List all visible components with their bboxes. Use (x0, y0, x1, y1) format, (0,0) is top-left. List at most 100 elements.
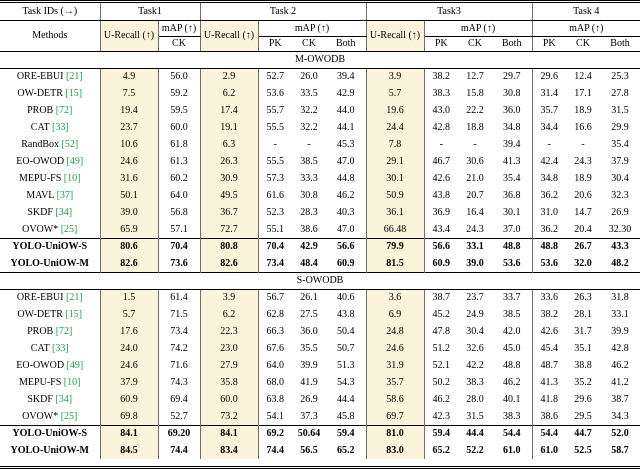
value-cell: 41.8 (540, 394, 559, 405)
value-cell: - (273, 139, 277, 150)
table-body: M-OWODB ORE-EBUI [21] 4.9 56.0 2.9 52.7 26.0 39… (0, 50, 640, 459)
section-row: S-OWODB (0, 271, 640, 290)
value-cell: 39.4 (326, 68, 367, 85)
table-row: ORE-EBUI [21] 1.5 61.4 3.9 56.7 26.1 40.6 3.6 38… (0, 289, 640, 306)
value-cell: 51.2 (432, 343, 451, 354)
value-cell: 38.8 (574, 360, 592, 371)
value-cell: 32.2 (300, 122, 318, 133)
value-cell: 57.1 (158, 221, 201, 238)
value-cell: 38.5 (492, 306, 533, 323)
citation-link[interactable]: [10] (61, 173, 81, 184)
citation-link[interactable]: [49] (64, 360, 84, 371)
value-cell: 46.2 (611, 360, 629, 371)
header-pk-task2: PK (258, 36, 292, 52)
table-row: CAT [33] 24.0 74.2 23.0 67.6 35.5 50.7 24.6 51.2… (0, 340, 640, 357)
value-cell: 46.2 (432, 394, 451, 405)
value-cell: 7.5 (100, 85, 159, 102)
value-cell: 36.9 (432, 207, 451, 218)
citation-link[interactable]: [34] (52, 394, 73, 405)
table-row: PROB [72] 17.6 73.4 22.3 66.3 36.0 50.4 24.8 47.… (0, 323, 640, 340)
value-cell: 27.8 (611, 88, 629, 99)
value-cell: 81.0 (366, 424, 425, 442)
value-cell: 30.8 (300, 190, 318, 201)
value-cell: 29.6 (574, 394, 592, 405)
method-name: YOLO-UniOW-S (12, 428, 88, 440)
value-cell: 69.2 (258, 424, 292, 442)
value-cell: 84.5 (100, 442, 159, 459)
value-cell: 52.7 (266, 71, 285, 83)
value-cell: 42.2 (466, 360, 484, 371)
value-cell: 32.3 (611, 190, 629, 201)
value-cell: 56.0 (158, 68, 201, 85)
citation-link[interactable]: [72] (53, 326, 73, 337)
method-cell: ORE-EBUI [21] (0, 289, 101, 306)
method-cell: PROB [72] (0, 323, 101, 340)
value-cell: 30.4 (611, 173, 629, 184)
value-cell: 54.1 (266, 410, 285, 422)
value-cell: 38.7 (611, 394, 629, 405)
citation-link[interactable]: [33] (49, 343, 69, 354)
citation-link[interactable]: [49] (64, 156, 84, 167)
method-name: ORE-EBUI (16, 292, 64, 304)
method-cell: YOLO-UniOW-M (0, 255, 101, 272)
value-cell: 45.4 (540, 343, 559, 354)
citation-link[interactable]: [15] (62, 88, 83, 99)
method-cell: OW-DETR [15] (0, 85, 101, 102)
header-urecall-task3: U-Recall (↑) (366, 20, 425, 52)
value-cell: 66.3 (266, 326, 285, 337)
citation-link[interactable]: [21] (63, 71, 83, 83)
value-cell: 52.0 (600, 424, 640, 442)
citation-link[interactable]: [52] (59, 139, 79, 150)
value-cell: 25.3 (611, 71, 629, 83)
value-cell: - (547, 139, 551, 150)
header-ck-task1: CK (158, 36, 201, 52)
method-name: EO-OWOD (16, 360, 65, 371)
value-cell: 43.3 (600, 237, 640, 255)
citation-link[interactable]: [34] (52, 207, 73, 218)
value-cell: 48.2 (611, 257, 629, 269)
value-cell: 32.0 (574, 257, 592, 269)
header-map-task4: mAP (↑) (532, 20, 640, 37)
value-cell: 55.5 (266, 156, 285, 167)
value-cell: 7.8 (366, 136, 425, 153)
value-cell: 45.0 (492, 340, 533, 357)
value-cell: 50.9 (366, 187, 425, 204)
table-row: YOLO-UniOW-M 84.5 74.4 83.4 74.4 56.5 65.2 83.0… (0, 442, 640, 459)
citation-link[interactable]: [15] (62, 309, 83, 320)
value-cell: 34.8 (540, 173, 559, 184)
citation-link[interactable]: [21] (63, 292, 83, 304)
value-cell: 24.4 (366, 119, 425, 136)
value-cell: 40.3 (326, 204, 367, 221)
table-row: RandBox [52] 10.6 61.8 6.3- -45.3 7.8- -39.4- -… (0, 136, 640, 153)
value-cell: 38.2 (432, 71, 451, 83)
citation-link[interactable]: [25] (58, 223, 78, 235)
method-name: MAVL (26, 190, 55, 201)
value-cell: 74.2 (158, 340, 201, 357)
value-cell: 29.5 (574, 410, 592, 422)
table-row: OVOW* [25] 69.8 52.7 73.2 54.1 37.3 45.8 69.7 42… (0, 408, 640, 425)
value-cell: 73.4 (266, 257, 285, 269)
value-cell: 48.8 (532, 237, 566, 255)
citation-link[interactable]: [72] (53, 105, 73, 116)
section-row: M-OWODB (0, 50, 640, 69)
value-cell: 24.9 (466, 309, 484, 320)
value-cell: 31.0 (540, 207, 559, 218)
value-cell: 81.5 (366, 255, 425, 272)
value-cell: 71.5 (158, 306, 201, 323)
citation-link[interactable]: [10] (61, 377, 81, 388)
method-cell: EO-OWOD [49] (0, 153, 101, 170)
value-cell: 64.0 (158, 187, 201, 204)
value-cell: 60.2 (158, 170, 201, 187)
value-cell: 36.2 (540, 190, 559, 201)
value-cell: 44.1 (326, 119, 367, 136)
value-cell: 44.8 (326, 170, 367, 187)
value-cell: 35.4 (492, 170, 533, 187)
value-cell: 52.5 (574, 445, 592, 456)
citation-link[interactable]: [25] (58, 410, 78, 422)
method-name: MEPU-FS (19, 377, 62, 388)
value-cell: 32.30 (608, 223, 632, 235)
citation-link[interactable]: [37] (54, 190, 74, 201)
citation-link[interactable]: [33] (49, 122, 69, 133)
value-cell: 53.6 (492, 255, 533, 272)
